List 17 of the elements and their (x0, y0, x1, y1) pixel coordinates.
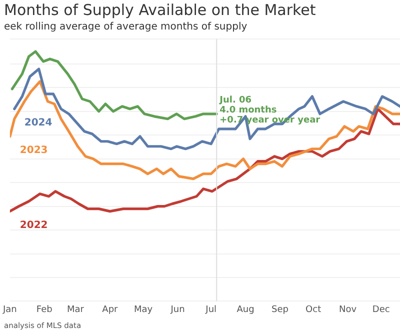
x-tick-label: Dec (372, 304, 390, 315)
chart-subtitle: eek rolling average of average months of supply (4, 22, 248, 33)
x-tick-label: Jul (204, 304, 217, 315)
series-label: 2022 (20, 220, 48, 231)
x-tick-label: Apr (102, 304, 118, 315)
series-label: 2024 (24, 118, 52, 129)
x-tick-label: Mar (67, 304, 84, 315)
x-tick-label: Jun (170, 304, 185, 315)
x-tick-label: Nov (338, 304, 358, 315)
x-tick-label: Sep (271, 304, 289, 315)
x-tick-label: Oct (306, 304, 322, 315)
x-tick-label: May (134, 304, 154, 315)
x-tick-label: Feb (36, 304, 53, 315)
series-label: 2023 (20, 144, 48, 156)
x-tick-label: Aug (236, 304, 254, 315)
x-tick-label: Jan (2, 304, 17, 315)
chart-title: Months of Supply Available on the Market (4, 0, 316, 19)
